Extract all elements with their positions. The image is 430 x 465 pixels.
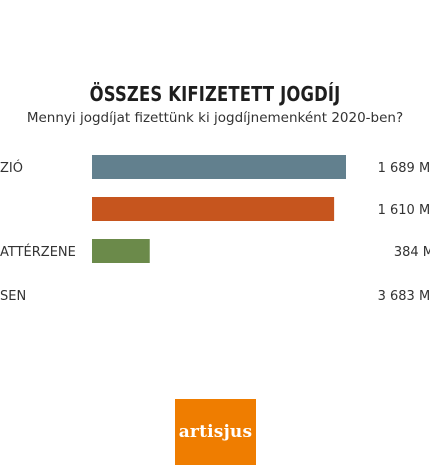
category-label: ZIÓ xyxy=(0,160,23,176)
bar xyxy=(92,197,335,221)
artisjus-logo: artisjus xyxy=(175,399,256,465)
value-label: 1 689 MI xyxy=(378,161,430,176)
category-label: ATTÉRZENE xyxy=(0,244,76,260)
chart-title: ÖSSZES KIFIZETETT JOGDÍJ xyxy=(89,82,341,106)
category-label: SEN xyxy=(0,289,26,304)
chart-subtitle: Mennyi jogdíjat fizettünk ki jogdíjnemen… xyxy=(26,110,404,126)
bar xyxy=(92,239,150,263)
logo-text: artisjus xyxy=(178,422,253,442)
bar xyxy=(92,155,346,179)
value-label: 3 683 MI xyxy=(378,289,430,304)
value-label: 1 610 MI xyxy=(378,203,430,218)
value-label: 384 M xyxy=(394,245,430,260)
